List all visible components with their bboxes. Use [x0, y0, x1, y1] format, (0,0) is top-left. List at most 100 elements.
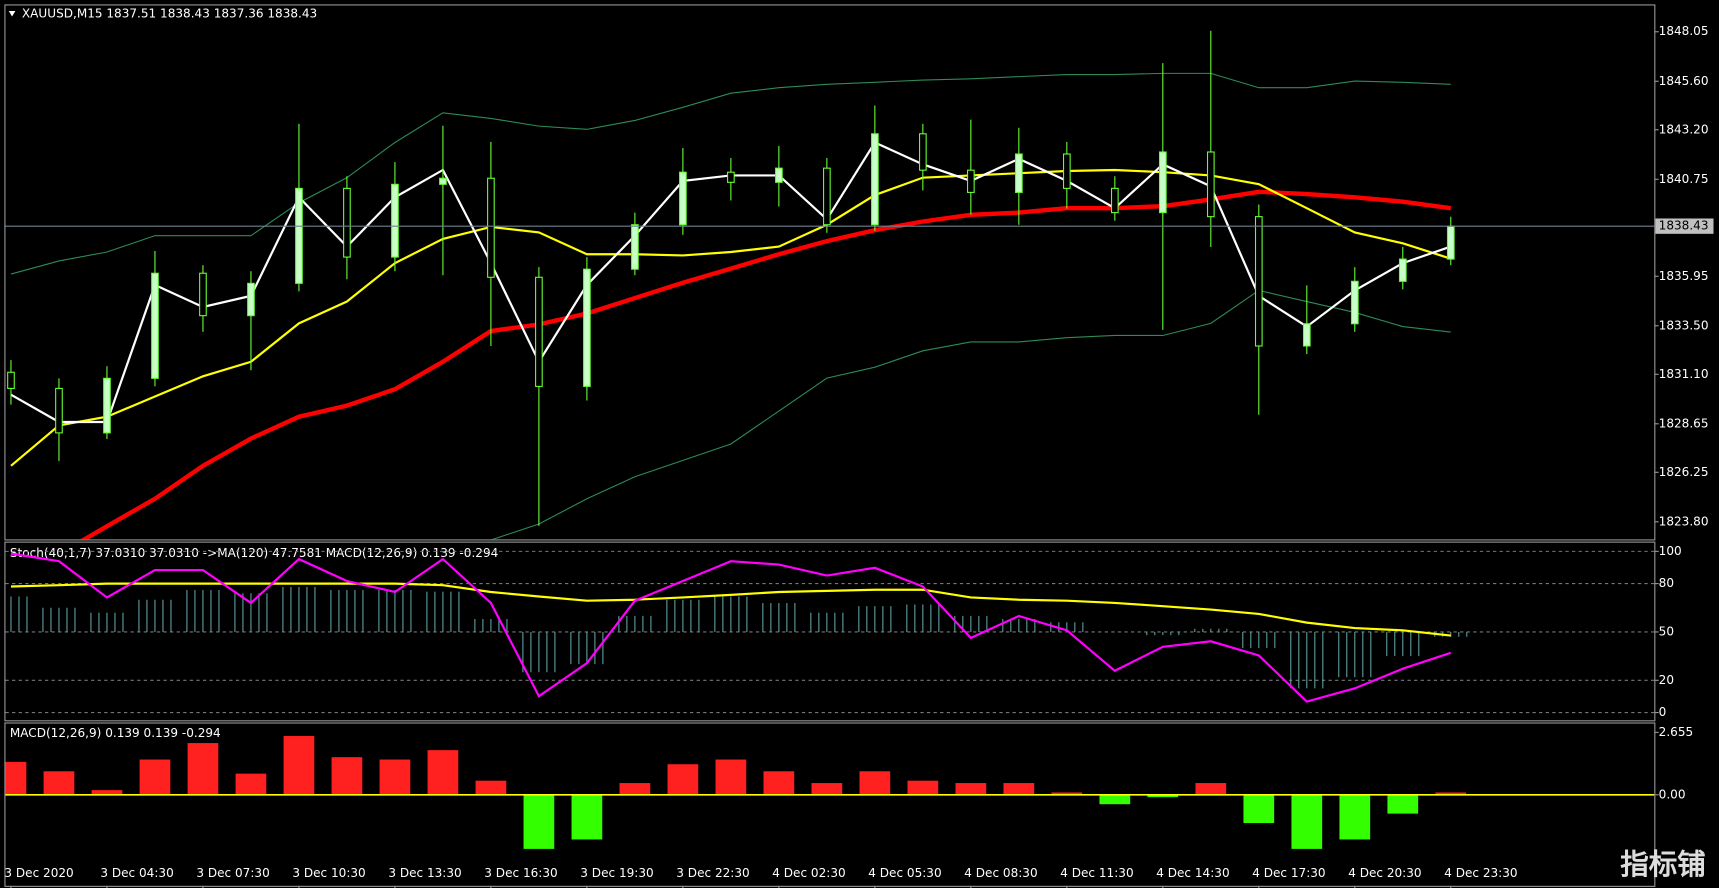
macd-bar	[523, 794, 555, 849]
x-tick-label: 4 Dec 02:30	[772, 866, 845, 880]
macd-bar	[1051, 792, 1083, 795]
y-tick-label: 1831.10	[1659, 367, 1709, 381]
x-tick-label: 3 Dec 10:30	[292, 866, 365, 880]
macd-bar	[91, 790, 123, 795]
macd-title: MACD(12,26,9) 0.139 0.139 -0.294	[10, 726, 221, 740]
candle-body	[55, 387, 63, 434]
macd-panel-frame	[4, 722, 1656, 887]
x-tick-label: 4 Dec 14:30	[1156, 866, 1229, 880]
macd-bar	[763, 771, 795, 795]
macd-bar	[1003, 783, 1035, 795]
macd-bar	[427, 750, 459, 795]
candle-body	[1158, 151, 1167, 214]
candle-body	[487, 177, 495, 278]
y-tick-label: 1828.65	[1659, 416, 1709, 430]
macd-bar	[571, 794, 603, 840]
candle-body	[1302, 323, 1311, 347]
x-tick-label: 3 Dec 22:30	[676, 866, 749, 880]
x-tick-label: 3 Dec 07:30	[196, 866, 269, 880]
x-tick-label: 4 Dec 08:30	[964, 866, 1037, 880]
macd-bar	[619, 783, 651, 795]
candle-body	[1062, 153, 1071, 189]
y-tick-label: 1833.50	[1659, 318, 1709, 332]
x-tick-label: 3 Dec 16:30	[484, 866, 557, 880]
candle-body	[1206, 151, 1215, 218]
candle-body	[871, 133, 879, 226]
symbol-menu-arrow[interactable]	[8, 10, 16, 17]
x-tick-label: 3 Dec 04:30	[100, 866, 173, 880]
candle-body	[295, 187, 303, 284]
x-tick-label: 4 Dec 17:30	[1252, 866, 1325, 880]
watermark: 指标铺	[1620, 848, 1706, 881]
y-tick-label: 1826.25	[1659, 465, 1709, 479]
y-tick-label: 2.655	[1659, 725, 1694, 739]
x-tick-label: 4 Dec 11:30	[1060, 866, 1133, 880]
x-tick-label: 3 Dec 13:30	[388, 866, 461, 880]
y-tick-label: 1835.95	[1659, 269, 1709, 283]
y-tick-label: 80	[1659, 576, 1674, 590]
y-tick-label: 20	[1659, 673, 1674, 687]
macd-bar	[331, 757, 363, 795]
main-title: XAUUSD,M15 1837.51 1838.43 1837.36 1838.…	[22, 7, 317, 21]
x-tick-label: 3 Dec 19:30	[580, 866, 653, 880]
candle-body	[151, 272, 159, 379]
stoch-title: Stoch(40,1,7) 37.0310 37.0310 ->MA(120) …	[10, 546, 498, 560]
candle-body	[343, 187, 351, 258]
candle-body	[439, 177, 447, 185]
macd-bar	[1339, 794, 1371, 840]
indicator-line	[10, 582, 1451, 637]
macd-bar	[907, 780, 939, 795]
macd-bar	[859, 771, 891, 795]
x-tick-label: 4 Dec 20:30	[1348, 866, 1421, 880]
y-tick-label: 1843.20	[1659, 122, 1709, 136]
candle-body	[727, 171, 735, 183]
candle-body	[1014, 153, 1023, 193]
candle-body	[391, 183, 399, 258]
y-tick-label: 0.00	[1659, 787, 1686, 801]
candle-body	[103, 377, 111, 434]
macd-bar	[1099, 794, 1131, 805]
candle-body	[1254, 216, 1263, 347]
x-tick-label: 4 Dec 05:30	[868, 866, 941, 880]
plot-area	[5, 30, 1655, 540]
candle-body	[1398, 258, 1407, 282]
candle-body	[823, 167, 831, 226]
y-tick-label: 50	[1659, 624, 1674, 638]
y-tick-label: 0	[1659, 705, 1667, 719]
candle-body	[919, 133, 927, 171]
macd-bar	[5, 761, 27, 795]
macd-bar	[955, 783, 987, 795]
plot-area	[5, 550, 1655, 714]
candle-body	[1446, 225, 1455, 260]
macd-bar	[187, 743, 219, 795]
y-tick-label: 1840.75	[1659, 172, 1709, 186]
macd-bar	[1243, 794, 1275, 824]
indicator-line	[490, 289, 1451, 540]
y-tick-label: 1845.60	[1659, 74, 1709, 88]
macd-bar	[1147, 794, 1179, 798]
macd-bar	[139, 759, 171, 795]
candle-body	[967, 169, 975, 193]
macd-bar	[1387, 794, 1419, 814]
macd-bar	[235, 773, 267, 795]
plot-area	[5, 736, 1655, 849]
indicator-line	[10, 552, 1452, 703]
y-tick-label: 100	[1659, 544, 1682, 558]
macd-bar	[379, 759, 411, 795]
current-price-label: 1838.43	[1659, 219, 1709, 233]
candle-body	[1350, 280, 1359, 325]
macd-bar	[1291, 794, 1323, 849]
candle-body	[199, 272, 207, 317]
candle-body	[775, 167, 783, 183]
macd-bar	[715, 759, 747, 795]
macd-bar	[1195, 783, 1227, 795]
macd-bar	[43, 771, 75, 795]
macd-bar	[1435, 792, 1467, 795]
candle-body	[247, 282, 255, 317]
candle-body	[535, 276, 543, 387]
current-price-box	[1655, 218, 1714, 234]
macd-bar	[283, 736, 315, 795]
candle-body	[7, 371, 15, 389]
